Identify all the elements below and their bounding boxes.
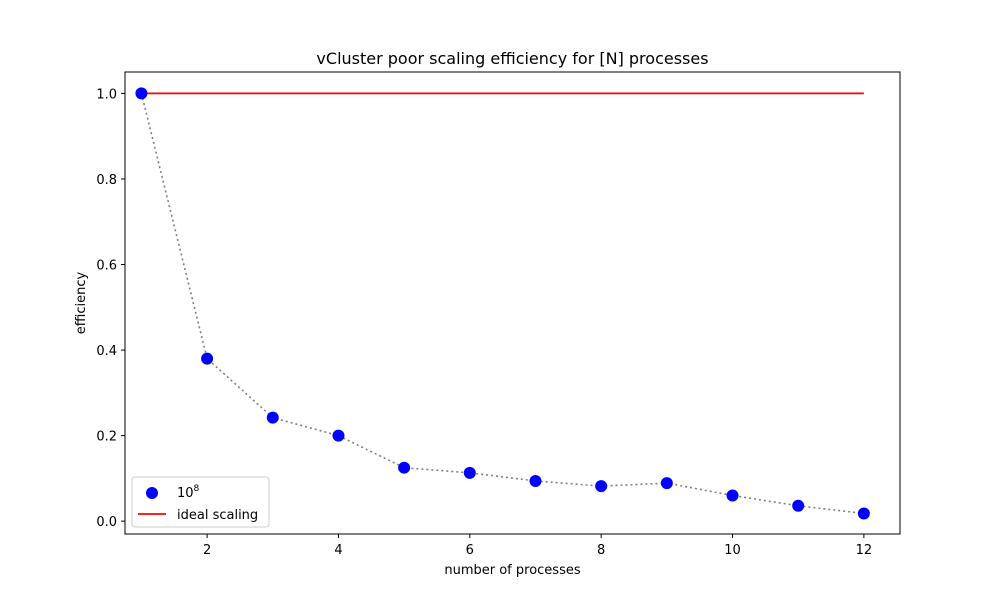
data-point (332, 429, 345, 442)
data-point (201, 352, 214, 365)
y-tick-label: 0.2 (96, 430, 117, 445)
legend-label-series-1-exponent: 8 (194, 484, 200, 494)
data-point (660, 477, 673, 490)
legend-label-series-1: 108 (177, 484, 200, 501)
x-tick-label: 12 (856, 543, 873, 558)
data-point (857, 507, 870, 520)
x-axis-label: number of processes (444, 563, 580, 578)
legend-box (131, 476, 270, 528)
legend: 108 ideal scaling (131, 476, 270, 528)
legend-marker-series-1 (146, 487, 158, 499)
data-point (463, 466, 476, 479)
x-tick-label: 10 (724, 543, 741, 558)
data-point (135, 87, 148, 100)
x-tick-label: 4 (334, 543, 342, 558)
y-axis: 0.0 0.2 0.4 0.6 0.8 1.0 (96, 87, 125, 530)
data-point (398, 461, 411, 474)
data-point (266, 411, 279, 424)
y-tick-label: 0.8 (96, 173, 117, 188)
y-tick-label: 0.4 (96, 344, 117, 359)
legend-label-series-1-base: 10 (177, 486, 194, 501)
data-point (529, 474, 542, 487)
legend-label-ideal-scaling: ideal scaling (177, 508, 258, 523)
x-tick-label: 2 (203, 543, 211, 558)
y-tick-label: 0.0 (96, 515, 117, 530)
y-tick-label: 0.6 (96, 259, 117, 274)
x-axis: 2 4 6 8 10 12 (203, 534, 872, 558)
y-axis-label: efficiency (74, 271, 89, 334)
plot-area (135, 87, 870, 520)
chart-title: vCluster poor scaling efficiency for [N]… (316, 49, 708, 68)
series-1-connector (140, 93, 864, 515)
x-tick-label: 6 (466, 543, 474, 558)
data-point (792, 499, 805, 512)
data-point (595, 480, 608, 493)
data-point (726, 489, 739, 502)
y-tick-label: 1.0 (96, 87, 117, 102)
x-tick-label: 8 (597, 543, 605, 558)
plot-frame (124, 71, 901, 535)
